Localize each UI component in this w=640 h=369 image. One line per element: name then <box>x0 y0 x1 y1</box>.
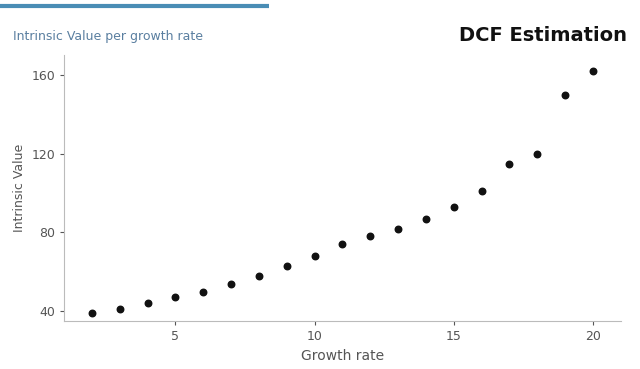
Point <box>588 68 598 74</box>
Point <box>476 188 487 194</box>
Point <box>198 289 209 294</box>
X-axis label: Growth rate: Growth rate <box>301 349 384 363</box>
Point <box>393 225 403 231</box>
Point <box>115 306 125 312</box>
Point <box>226 281 236 287</box>
Point <box>309 253 319 259</box>
Point <box>532 151 543 157</box>
Text: Intrinsic Value per growth rate: Intrinsic Value per growth rate <box>13 30 203 42</box>
Point <box>365 234 375 239</box>
Point <box>253 273 264 279</box>
Point <box>421 216 431 222</box>
Point <box>170 294 180 300</box>
Text: DCF Estimation: DCF Estimation <box>460 26 627 45</box>
Point <box>449 204 459 210</box>
Point <box>337 241 348 247</box>
Point <box>142 300 152 306</box>
Point <box>560 92 570 98</box>
Y-axis label: Intrinsic Value: Intrinsic Value <box>13 144 26 232</box>
Point <box>282 263 292 269</box>
Point <box>504 161 515 166</box>
Point <box>87 310 97 316</box>
